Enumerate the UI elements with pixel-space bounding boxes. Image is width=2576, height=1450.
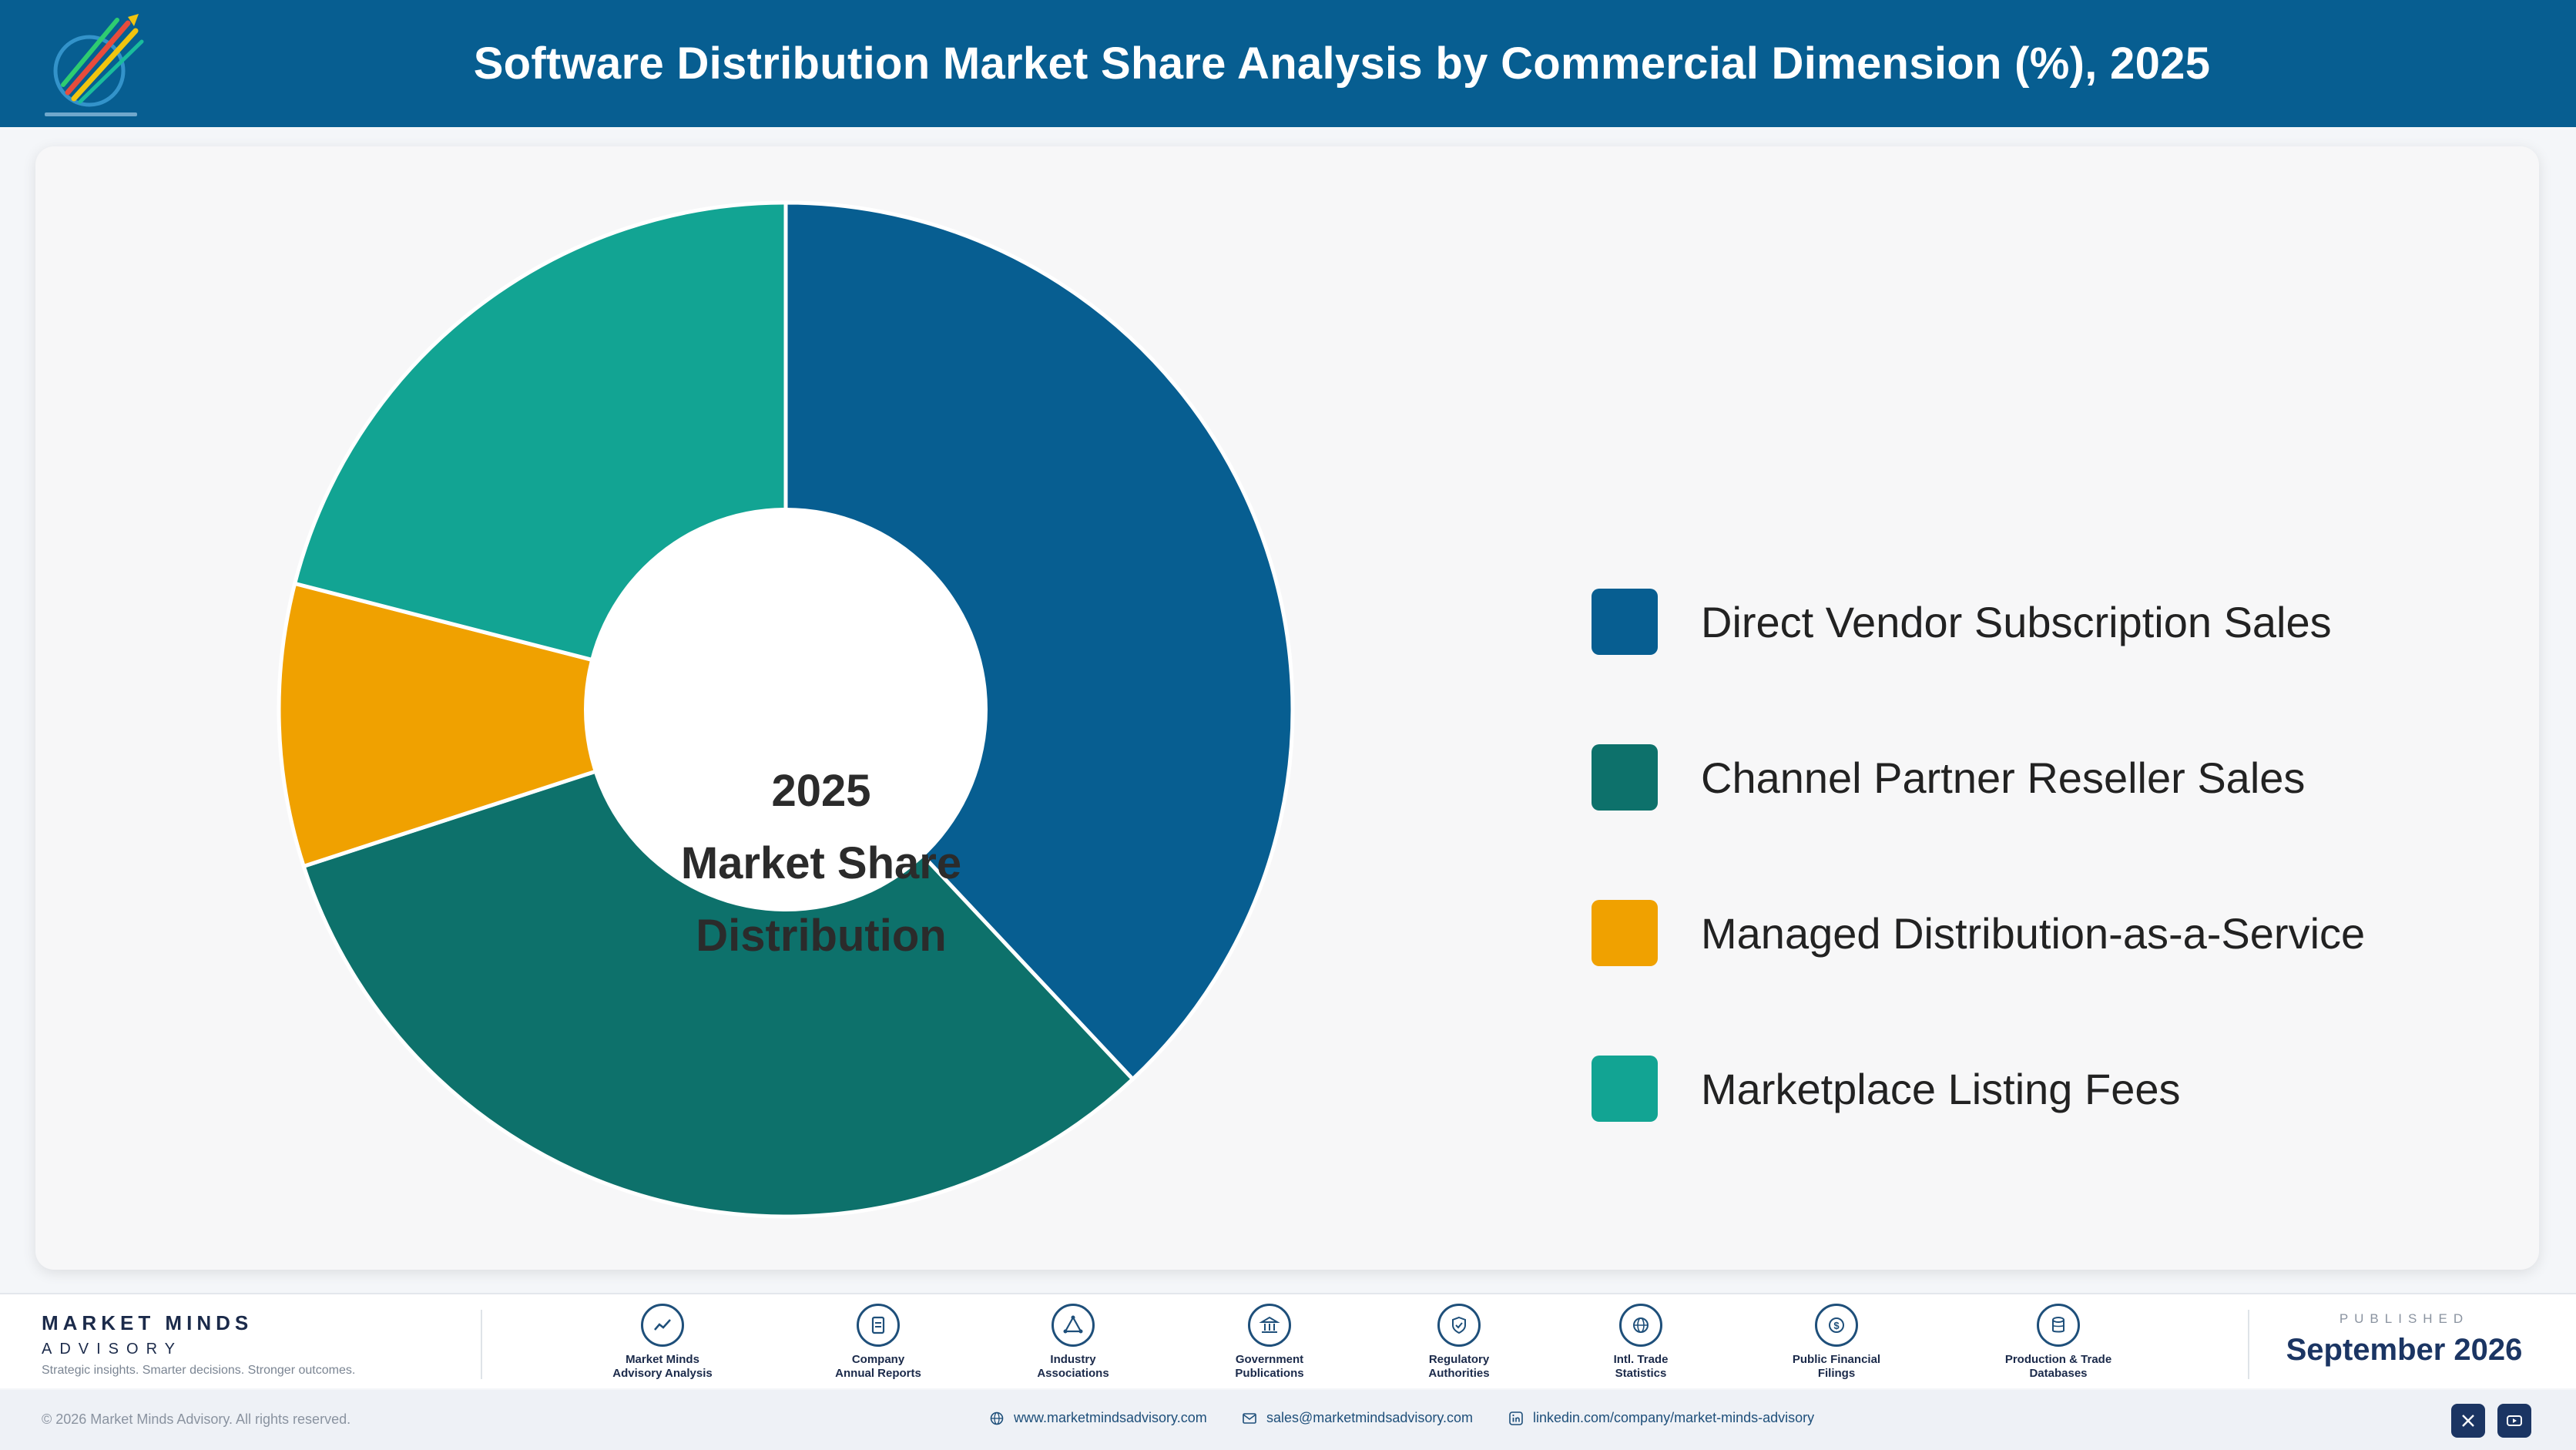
globe-icon xyxy=(989,1411,1005,1426)
legend-item-managed-daas[interactable]: Managed Distribution-as-a-Service xyxy=(1592,898,2439,968)
email-link[interactable]: sales@marketmindsadvisory.com xyxy=(1242,1410,1473,1426)
footer-brand-name: MARKET MINDS xyxy=(42,1311,253,1334)
footer-divider xyxy=(2248,1310,2249,1379)
dollar-coin-icon: $ xyxy=(1815,1304,1858,1347)
government-building-icon xyxy=(1248,1304,1291,1347)
copyright-text: © 2026 Market Minds Advisory. All rights… xyxy=(42,1411,351,1427)
linkedin-icon xyxy=(1508,1411,1524,1426)
header-bar: Software Distribution Market Share Analy… xyxy=(0,0,2576,127)
source-label-line: Market Minds xyxy=(626,1353,699,1366)
youtube-icon xyxy=(2507,1415,2522,1426)
network-icon xyxy=(1052,1304,1095,1347)
legend-swatch xyxy=(1592,1056,1658,1122)
slice-managed-daas[interactable] xyxy=(277,581,793,869)
source-label-line: Production & Trade xyxy=(2004,1353,2112,1366)
linkedin-text: linkedin.com/company/market-minds-adviso… xyxy=(1533,1410,1815,1425)
database-icon xyxy=(2037,1304,2080,1347)
document-icon xyxy=(857,1304,900,1347)
published-date: September 2026 xyxy=(2286,1333,2523,1367)
legend-swatch xyxy=(1592,900,1658,966)
page-title: Software Distribution Market Share Analy… xyxy=(473,39,2211,89)
source-label-line: Filings xyxy=(1817,1367,1856,1380)
bottom-bar: © 2026 Market Minds Advisory. All rights… xyxy=(0,1390,2576,1450)
legend-item-channel-partner[interactable]: Channel Partner Reseller Sales xyxy=(1592,743,2439,812)
source-label-line: Databases xyxy=(2029,1367,2088,1380)
trend-chart-icon xyxy=(641,1304,684,1347)
published-block: PUBLISHED September 2026 xyxy=(2277,1311,2531,1368)
svg-text:$: $ xyxy=(1833,1320,1840,1331)
x-social-button[interactable] xyxy=(2451,1404,2485,1438)
slice-channel-partner[interactable] xyxy=(301,707,1135,1219)
source-label-line: Intl. Trade xyxy=(1613,1353,1669,1366)
center-label-line-1: 2025 xyxy=(771,766,871,816)
source-regulatory-authorities[interactable]: Regulatory Authorities xyxy=(1367,1304,1551,1381)
source-label-line: Associations xyxy=(1037,1367,1109,1380)
source-trade-databases[interactable]: Production & Trade Databases xyxy=(1966,1304,2151,1381)
source-annual-reports[interactable]: Company Annual Reports xyxy=(786,1304,971,1381)
legend-item-marketplace[interactable]: Marketplace Listing Fees xyxy=(1592,1054,2439,1123)
published-kicker: PUBLISHED xyxy=(2339,1311,2470,1326)
website-link[interactable]: www.marketmindsadvisory.com xyxy=(989,1410,1207,1426)
center-label-line-2: Market Share xyxy=(680,838,962,888)
source-label-line: Statistics xyxy=(1615,1367,1667,1380)
source-label-line: Publications xyxy=(1235,1367,1304,1380)
legend-label: Managed Distribution-as-a-Service xyxy=(1701,908,2366,958)
source-government-publications[interactable]: Government Publications xyxy=(1177,1304,1362,1381)
slice-direct-vendor[interactable] xyxy=(783,200,1295,1082)
source-label-line: Authorities xyxy=(1428,1367,1490,1380)
legend-swatch xyxy=(1592,744,1658,811)
donut-hole xyxy=(584,508,988,911)
footer-brand-tagline: Strategic insights. Smarter decisions. S… xyxy=(42,1364,356,1377)
email-text: sales@marketmindsadvisory.com xyxy=(1266,1410,1474,1425)
center-label-line-3: Distribution xyxy=(696,911,947,961)
legend-label: Direct Vendor Subscription Sales xyxy=(1701,597,2332,646)
legend-label: Marketplace Listing Fees xyxy=(1701,1064,2181,1113)
website-text: www.marketmindsadvisory.com xyxy=(1014,1410,1207,1425)
source-industry-associations[interactable]: Industry Associations xyxy=(981,1304,1166,1381)
donut-center-label: 2025 Market Share Distribution xyxy=(624,755,1018,972)
globe-icon xyxy=(1619,1304,1662,1347)
source-label-line: Industry xyxy=(1050,1353,1096,1366)
source-label-line: Public Financial xyxy=(1792,1353,1881,1366)
source-advisory-analysis[interactable]: Market Minds Advisory Analysis xyxy=(570,1304,755,1381)
source-label-line: Company xyxy=(851,1353,905,1366)
source-label-line: Government xyxy=(1235,1353,1304,1366)
linkedin-link[interactable]: linkedin.com/company/market-minds-adviso… xyxy=(1508,1410,1814,1426)
legend-label: Channel Partner Reseller Sales xyxy=(1701,753,2306,802)
data-sources-strip: Market Minds Advisory Analysis Company Ann… xyxy=(570,1304,2142,1388)
source-label-line: Advisory Analysis xyxy=(612,1367,713,1380)
chart-card: 2025 Market Share Distribution Direct Ve… xyxy=(35,146,2539,1270)
youtube-social-button[interactable] xyxy=(2497,1404,2531,1438)
mail-icon xyxy=(1242,1411,1257,1426)
source-financial-filings[interactable]: $ Public Financial Filings xyxy=(1744,1304,1929,1381)
donut-chart xyxy=(277,200,1295,1219)
company-logo[interactable] xyxy=(37,8,153,122)
footer: MARKET MINDS ADVISORY Strategic insights… xyxy=(0,1293,2576,1388)
source-trade-statistics[interactable]: Intl. Trade Statistics xyxy=(1548,1304,1733,1381)
source-label-line: Annual Reports xyxy=(835,1367,921,1380)
footer-brand-sub: ADVISORY xyxy=(42,1341,183,1358)
legend-item-direct-vendor[interactable]: Direct Vendor Subscription Sales xyxy=(1592,587,2439,656)
footer-divider xyxy=(481,1310,482,1379)
x-icon xyxy=(2462,1415,2474,1427)
source-label-line: Regulatory xyxy=(1428,1353,1490,1366)
legend-swatch xyxy=(1592,589,1658,655)
shield-check-icon xyxy=(1437,1304,1481,1347)
